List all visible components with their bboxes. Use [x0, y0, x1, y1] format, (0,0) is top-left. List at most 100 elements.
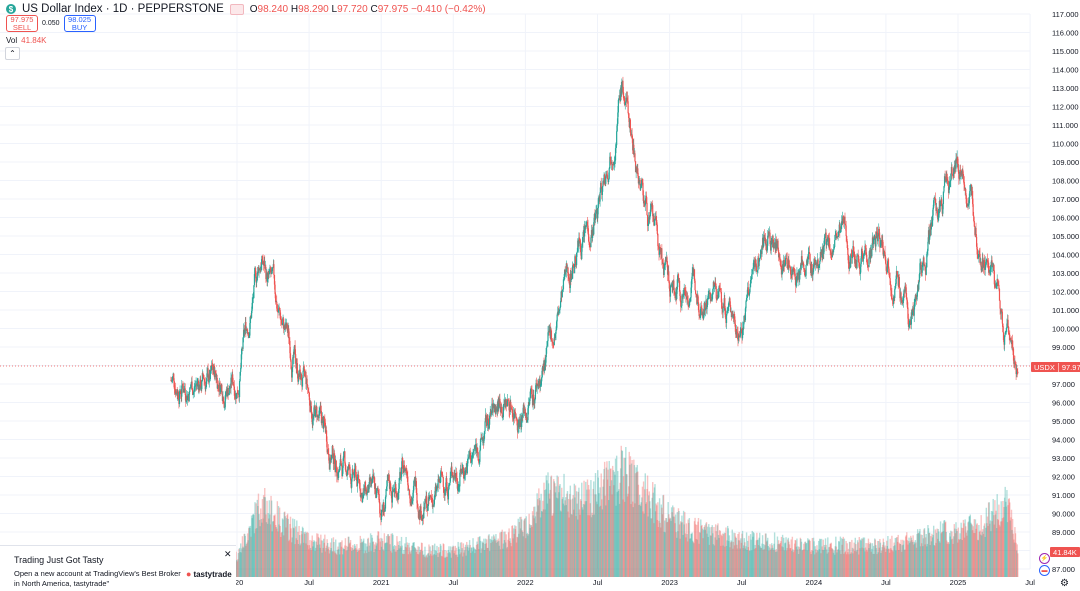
volume-bar: [906, 532, 908, 577]
collapse-legend-button[interactable]: ⌃: [5, 47, 20, 60]
ad-body[interactable]: Open a new account at TradingView's Best…: [14, 569, 181, 588]
volume-bar: [590, 517, 593, 577]
candle-body: [846, 235, 848, 242]
candle-body: [645, 195, 648, 203]
volume-bar: [331, 551, 333, 577]
volume-bar: [442, 550, 444, 577]
price-axis[interactable]: 117.000116.000115.000114.000113.000112.0…: [1052, 10, 1079, 574]
volume-bar: [254, 528, 257, 577]
candle-body: [623, 98, 625, 101]
candle-body: [215, 373, 217, 380]
volume-bar: [263, 497, 265, 577]
volume-bar: [724, 532, 727, 577]
candle-body: [689, 297, 692, 302]
candle-body: [375, 493, 377, 498]
volume-bar: [553, 481, 555, 577]
volume-bar: [789, 548, 791, 577]
lightning-icon[interactable]: ⚡: [1039, 553, 1050, 564]
y-tick-label: 101.000: [1052, 306, 1079, 315]
change-value: −0.410 (−0.42%): [411, 3, 486, 15]
volume-bar: [871, 543, 874, 577]
candle-body: [344, 451, 346, 464]
sell-button[interactable]: 97.975 SELL: [6, 15, 38, 32]
volume-bar: [717, 534, 720, 577]
candle-body: [724, 298, 726, 309]
volume-bar: [537, 499, 539, 577]
volume-bar: [893, 542, 895, 577]
candle-body: [502, 405, 504, 418]
volume-bar: [800, 541, 803, 577]
volume-bar: [355, 549, 358, 577]
volume-bar: [873, 553, 875, 577]
candle-body: [566, 263, 568, 269]
symbol-title[interactable]: US Dollar Index · 1D · PEPPERSTONE: [22, 3, 224, 15]
volume-bar: [599, 505, 602, 577]
candle-body: [539, 379, 541, 387]
candle-body: [563, 269, 566, 280]
candle-body: [617, 112, 619, 124]
candle-body: [331, 454, 333, 460]
volume-bar: [868, 544, 871, 577]
candle-body: [864, 245, 866, 251]
candle-body: [463, 471, 466, 479]
volume-bar: [815, 549, 817, 577]
candle-body: [546, 341, 549, 346]
candle-body: [844, 216, 846, 224]
volume-bar: [985, 507, 988, 577]
volume-bar: [880, 553, 882, 577]
volume-bar: [963, 523, 965, 577]
volume-bar: [804, 541, 807, 577]
volume-bar: [920, 543, 923, 577]
volume-bar: [676, 537, 678, 577]
volume-bar: [983, 523, 986, 577]
candle-body: [1004, 335, 1006, 345]
buy-button[interactable]: 98.025 BUY: [63, 15, 96, 32]
volume-bar: [803, 549, 806, 577]
volume-bar: [954, 528, 956, 577]
candle-body: [962, 174, 965, 177]
volume-bar: [1001, 521, 1003, 577]
candle-body: [269, 267, 272, 270]
candle-body: [695, 290, 697, 294]
ad-title[interactable]: Trading Just Got Tasty: [14, 555, 104, 565]
time-axis[interactable]: 020 Jul 2021 Jul 2022 Jul 2023 Jul 2024 Jul 2025 Ju…: [231, 578, 1035, 587]
candle-body: [458, 486, 460, 487]
volume-bar: [796, 538, 798, 577]
volume-bar: [570, 514, 573, 577]
volume-legend[interactable]: Vol 41.84K: [6, 36, 46, 45]
ad-banner[interactable]: Trading Just Got Tasty Open a new accoun…: [0, 545, 236, 591]
flag-event-icon[interactable]: ▬: [1039, 565, 1050, 576]
candle-body: [802, 263, 804, 265]
volume-bar: [242, 547, 245, 577]
volume-bar: [322, 538, 325, 577]
volume-bar: [828, 547, 830, 577]
candle-body: [939, 204, 942, 207]
candle-body: [1002, 323, 1004, 333]
trade-buttons: 97.975 SELL 0.050 98.025 BUY: [6, 15, 96, 32]
volume-bar: [530, 525, 533, 577]
volume-bar: [876, 554, 878, 577]
volume-bar: [565, 497, 567, 577]
buy-label: BUY: [71, 22, 88, 32]
volume-bar: [765, 541, 768, 577]
candle-body: [661, 248, 663, 260]
volume-bar: [575, 491, 578, 577]
volume-bar: [318, 538, 320, 577]
volume-bar: [732, 541, 735, 577]
candle-body: [256, 272, 258, 281]
candle-body: [763, 234, 765, 239]
close-icon[interactable]: ✕: [224, 549, 232, 559]
candle-body: [766, 245, 768, 252]
volume-bar: [238, 547, 241, 577]
candle-body: [661, 259, 664, 264]
volume-bar: [734, 536, 737, 577]
candle-body: [433, 499, 435, 507]
volume-bar: [713, 527, 715, 577]
volume-bar: [615, 455, 618, 577]
candle-body: [457, 486, 459, 491]
candle-body: [1000, 309, 1002, 314]
volume-bar: [435, 550, 438, 577]
gear-icon[interactable]: ⚙: [1060, 578, 1069, 589]
